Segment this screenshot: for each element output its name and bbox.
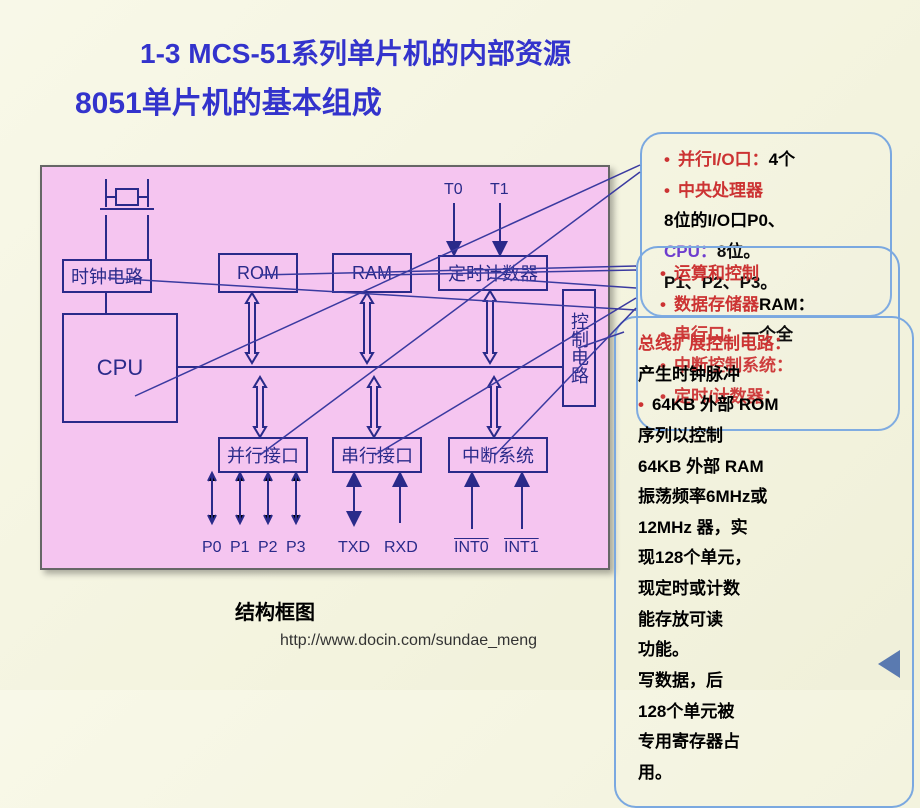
bus-lines: [42, 167, 612, 572]
block-diagram: 时钟电路 ROM RAM 定时计数器 CPU 控制电路 并行接口 串行接口 中断…: [40, 165, 610, 570]
info-bubble: 总线扩展控制电路：产生时钟脉冲•64KB 外部 ROM序列以控制64KB 外部 …: [614, 316, 914, 808]
subtitle: 8051单片机的基本组成: [75, 78, 382, 122]
prev-slide-icon[interactable]: [878, 650, 900, 678]
section-title: 1-3 MCS-51系列单片机的内部资源: [140, 32, 571, 72]
source-url: http://www.docin.com/sundae_meng: [280, 632, 537, 650]
diagram-caption: 结构框图: [235, 596, 315, 625]
